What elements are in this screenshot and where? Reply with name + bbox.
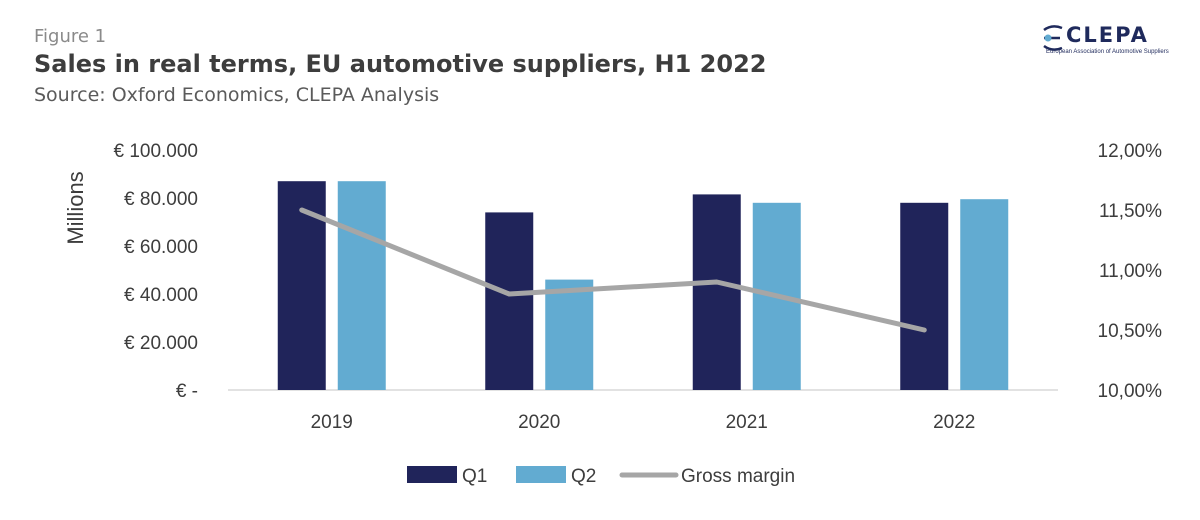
y-tick-label: € - [176, 381, 198, 402]
y-axis-label: Millions [63, 171, 88, 244]
legend-q2-label: Q2 [571, 466, 596, 487]
y2-tick-label: 10,00% [1098, 381, 1163, 402]
chart-title: Sales in real terms, EU automotive suppl… [34, 50, 767, 78]
line-gross-margin [299, 207, 927, 333]
legend-q2-swatch [516, 466, 566, 483]
x-tick-label: 2019 [311, 412, 353, 433]
y2-tick-label: 12,00% [1098, 141, 1163, 162]
y-tick-label: € 80.000 [124, 189, 198, 210]
legend-q1-swatch [407, 466, 457, 483]
chart-subtitle: Source: Oxford Economics, CLEPA Analysis [34, 84, 440, 106]
bar-q1-2021 [692, 194, 741, 390]
x-tick-label: 2021 [726, 412, 768, 433]
y-tick-label: € 20.000 [124, 333, 198, 354]
logo-tagline: European Association of Automotive Suppl… [1046, 49, 1169, 55]
bar-q1-2022 [900, 202, 949, 390]
bar-q2-2020 [545, 279, 594, 390]
x-tick-label: 2022 [933, 412, 975, 433]
logo-wordmark: CLEPA [1066, 23, 1149, 47]
y-tick-label: € 100.000 [113, 141, 198, 162]
figure-label: Figure 1 [34, 26, 107, 47]
clepa-logo-icon [1043, 25, 1063, 51]
legend-gross-margin-label: Gross margin [681, 466, 795, 487]
bar-q1-2020 [485, 212, 534, 390]
x-tick-label: 2020 [518, 412, 560, 433]
legend-q1-label: Q1 [462, 466, 487, 487]
y2-tick-label: 11,00% [1099, 261, 1162, 282]
y2-tick-label: 10,50% [1098, 321, 1163, 342]
y-tick-label: € 40.000 [124, 285, 198, 306]
bar-q2-2022 [960, 199, 1009, 390]
bar-q2-2019 [337, 181, 386, 390]
y-tick-label: € 60.000 [124, 237, 198, 258]
y2-tick-label: 11,50% [1099, 201, 1162, 222]
